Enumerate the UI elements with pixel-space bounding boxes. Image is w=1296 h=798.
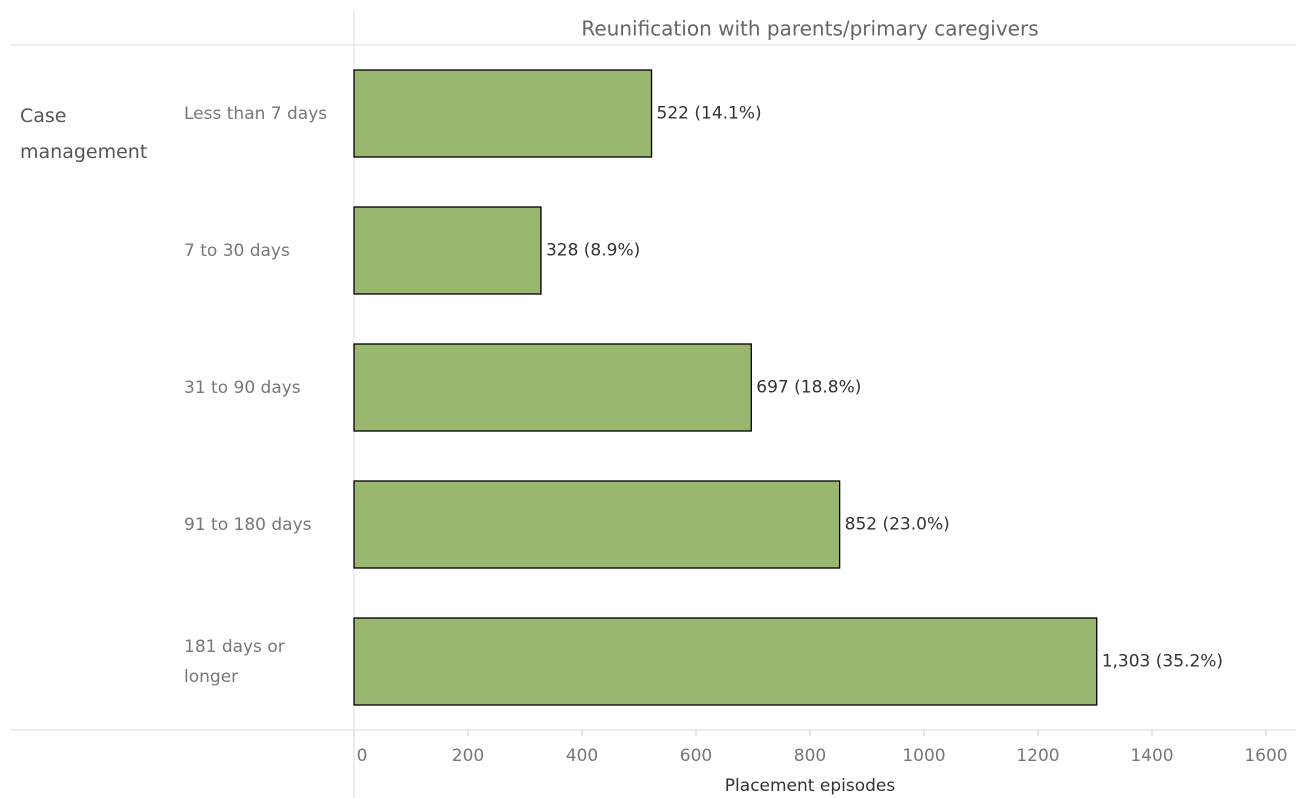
bar xyxy=(353,480,841,569)
x-tick-label: 1200 xyxy=(1016,746,1059,766)
x-tick-label: 1000 xyxy=(902,746,945,766)
x-axis-title: Placement episodes xyxy=(725,776,896,796)
value-label: 328 (8.9%) xyxy=(546,241,640,261)
value-label: 697 (18.8%) xyxy=(756,378,861,398)
row-group-label: Case management xyxy=(20,105,148,163)
chart-title: Reunification with parents/primary careg… xyxy=(581,17,1038,41)
category-label: 31 to 90 days xyxy=(184,377,301,398)
category-label: 181 days or longer xyxy=(184,636,285,687)
bar xyxy=(353,206,542,295)
bar xyxy=(353,69,653,158)
bar xyxy=(353,343,752,432)
x-tick-label: 200 xyxy=(452,746,484,766)
x-tick-label: 1400 xyxy=(1130,746,1173,766)
x-tick-label: 800 xyxy=(794,746,826,766)
bar xyxy=(353,617,1098,706)
value-label: 522 (14.1%) xyxy=(657,104,762,124)
value-label: 1,303 (35.2%) xyxy=(1102,652,1223,672)
category-label: Less than 7 days xyxy=(184,103,328,124)
x-tick-label: 400 xyxy=(566,746,598,766)
value-label: 852 (23.0%) xyxy=(845,515,950,535)
category-label: 7 to 30 days xyxy=(184,240,290,261)
x-tick-label: 1600 xyxy=(1244,746,1287,766)
category-label: 91 to 180 days xyxy=(184,514,312,535)
x-tick-label: 0 xyxy=(357,746,368,766)
x-tick-label: 600 xyxy=(680,746,712,766)
